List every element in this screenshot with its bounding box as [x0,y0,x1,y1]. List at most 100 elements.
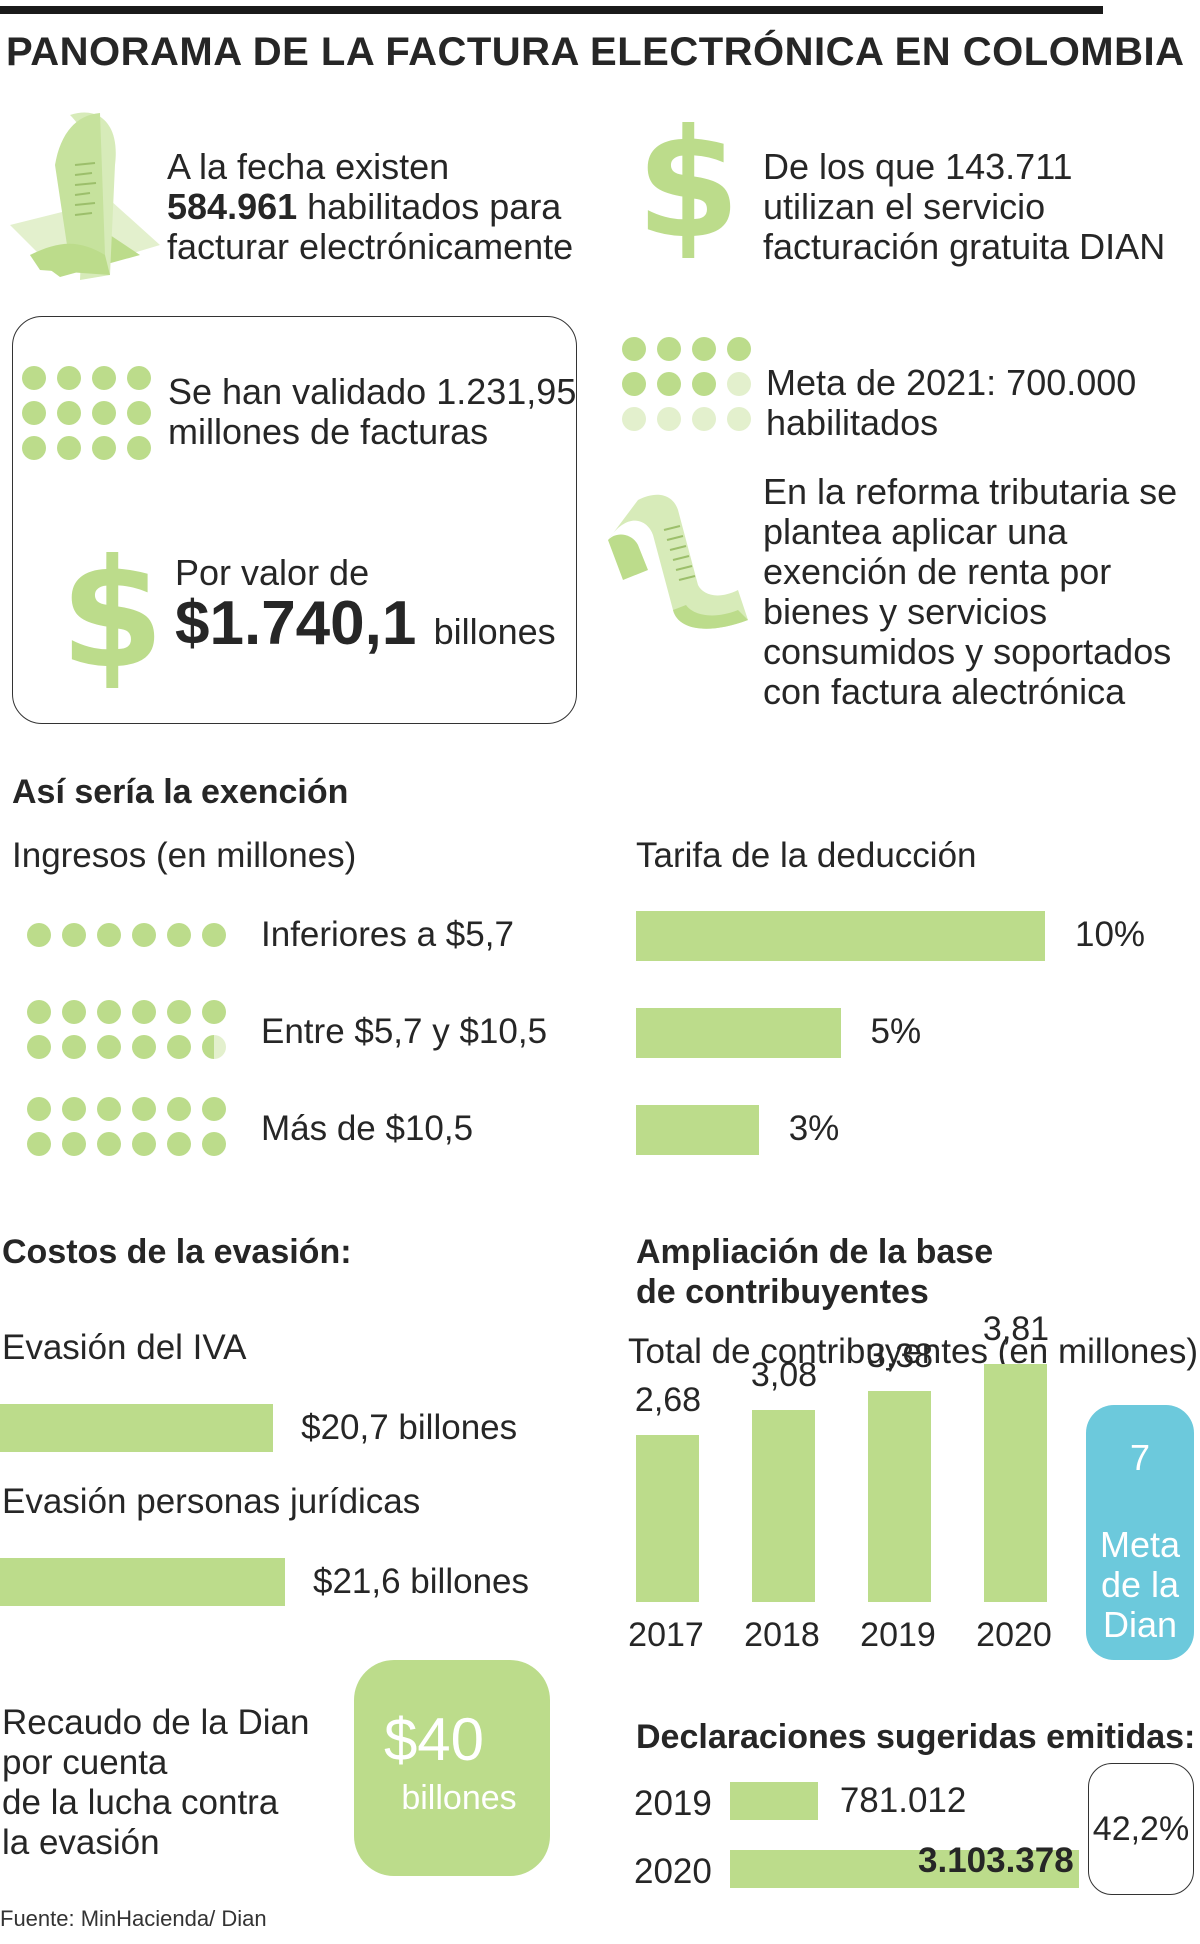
tarifa-value-label: 3% [788,1109,840,1148]
dot [57,366,81,390]
dot [97,1000,121,1024]
dot [622,337,646,361]
dot [657,337,681,361]
year-tick-label: 2020 [976,1616,1052,1654]
dot [622,372,646,396]
dollar-icon: $ [60,528,165,702]
dot [62,1035,86,1059]
tarifa-bar [636,911,1045,961]
contribuyentes-bar [868,1390,931,1602]
evasion-value-label: $21,6 billones [313,1562,529,1601]
dot [692,407,716,431]
dot [97,1132,121,1156]
dot [92,401,116,425]
dot [22,436,46,460]
dot [167,923,191,947]
evasion-title: Costos de la evasión: [2,1233,352,1271]
dot [202,1097,226,1121]
dot [692,372,716,396]
evasion-value-label: $20,7 billones [301,1408,518,1447]
dot [132,1097,156,1121]
dot [22,366,46,390]
contribuyentes-bar [752,1409,815,1602]
dot [97,923,121,947]
dot [62,1132,86,1156]
dot [127,366,151,390]
dot [167,1097,191,1121]
contribuyentes-bar [984,1364,1047,1602]
tarifa-value-label: 5% [870,1012,922,1051]
meta-dian-value: 7 [1129,1437,1151,1478]
dot [62,1000,86,1024]
habilitados-number: 584.961 [167,186,298,227]
dot [622,407,646,431]
dot [132,1035,156,1059]
income-category-label: Más de $10,5 [261,1109,474,1148]
dot [127,401,151,425]
dot [27,1035,51,1059]
exencion-title: Así sería la exención [12,773,349,811]
valor-unit: billones [433,611,556,652]
juridicas-label: Evasión personas jurídicas [2,1482,421,1521]
dollar-icon: $ [636,98,741,272]
tarifa-value-label: 10% [1075,915,1146,954]
habilitados-text: A la fecha existen 584.961 habilitados pa… [167,147,607,267]
tarifa-bar [636,1008,841,1058]
declaraciones-bar [730,1850,1079,1888]
bar-value-label: 2,68 [634,1380,702,1419]
declaraciones-value: 3.103.378 [918,1841,1074,1880]
ingresos-label: Ingresos (en millones) [12,836,357,875]
dot [27,1097,51,1121]
dot [167,1132,191,1156]
year-label: 2019 [634,1784,712,1823]
reforma-text: En la reforma tributaria se plantea apli… [763,471,1178,712]
evasion-bar [0,1558,285,1606]
dot [97,1097,121,1121]
dot [202,1132,226,1156]
validated-text: Se han validado 1.231,95 millones de fac… [168,371,577,452]
valor-label: Por valor de [175,552,370,593]
receipt-icon [608,494,748,629]
dot [692,337,716,361]
recaudo-unit: billones [401,1779,517,1817]
tarifa-label: Tarifa de la deducción [636,836,977,875]
gratuita-text: De los que 143.711 utilizan el servicio … [763,146,1166,267]
year-tick-label: 2018 [744,1616,820,1654]
contribuyentes-bar [636,1434,699,1602]
dot [92,366,116,390]
iva-label: Evasión del IVA [2,1328,247,1367]
bar-value-label: 3,08 [750,1355,818,1394]
meta-text: Meta de 2021: 700.000 habilitados [766,362,1137,443]
dot [167,1000,191,1024]
dot [657,372,681,396]
dot [132,1132,156,1156]
dot [27,1132,51,1156]
dot [27,1000,51,1024]
evasion-bar [0,1404,274,1452]
validated-box [12,316,577,724]
dot [27,923,51,947]
valor-amount: $1.740,1 [175,589,417,658]
recaudo-value: $40 [383,1706,485,1773]
dot [127,436,151,460]
dot [62,1097,86,1121]
recaudo-label: Recaudo de la Dian por cuenta de la luch… [2,1703,310,1862]
habilitados-pre: A la fecha existen [167,146,450,187]
page-title: PANORAMA DE LA FACTURA ELECTRÓNICA EN CO… [6,30,1185,74]
dot [92,436,116,460]
dot [727,372,751,396]
meta-dian-badge [1086,1405,1194,1660]
income-category-label: Inferiores a $5,7 [261,915,514,954]
recaudo-badge [354,1660,550,1876]
ampliacion-title: Ampliación de la base de contribuyentes [636,1233,994,1311]
dot [57,401,81,425]
top-rule [0,6,1103,14]
dot [97,1035,121,1059]
declaraciones-title: Declaraciones sugeridas emitidas: [636,1718,1196,1756]
source-note: Fuente: MinHacienda/ Dian [0,1906,267,1931]
year-tick-label: 2019 [860,1616,936,1654]
year-label: 2020 [634,1852,712,1891]
habilitados-post: habilitados para facturar electrónicamen… [167,186,574,267]
dot [62,923,86,947]
meta-dian-label: Meta de la Dian [1099,1524,1181,1645]
